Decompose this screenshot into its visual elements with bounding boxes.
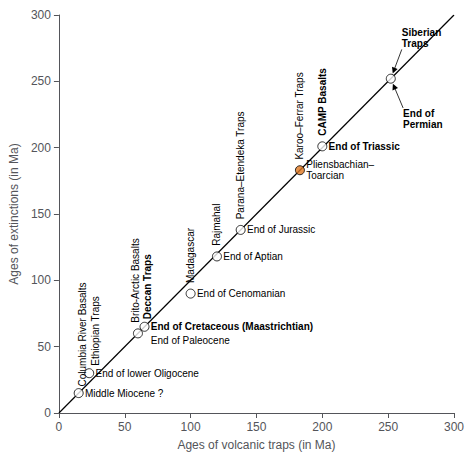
svg-text:End of Jurassic: End of Jurassic bbox=[247, 224, 315, 235]
svg-text:End of Triassic: End of Triassic bbox=[329, 141, 401, 152]
svg-text:Traps: Traps bbox=[402, 38, 429, 49]
svg-text:Columbia River Basalts: Columbia River Basalts bbox=[77, 283, 88, 387]
svg-text:200: 200 bbox=[312, 420, 332, 434]
svg-text:200: 200 bbox=[31, 141, 51, 155]
svg-text:50: 50 bbox=[38, 340, 52, 354]
svg-text:Deccan Traps: Deccan Traps bbox=[142, 254, 153, 319]
svg-text:0: 0 bbox=[44, 406, 51, 420]
svg-text:End of Aptian: End of Aptian bbox=[223, 251, 283, 262]
svg-text:Ages of volcanic traps (in Ma): Ages of volcanic traps (in Ma) bbox=[177, 438, 335, 452]
svg-text:100: 100 bbox=[31, 273, 51, 287]
svg-text:Parana–Etendeka Traps: Parana–Etendeka Traps bbox=[235, 111, 246, 219]
svg-text:End of lower Oligocene: End of lower Oligocene bbox=[96, 368, 200, 379]
svg-text:0: 0 bbox=[56, 420, 63, 434]
svg-text:Ages of extinctions (in Ma): Ages of extinctions (in Ma) bbox=[7, 143, 21, 284]
svg-text:50: 50 bbox=[118, 420, 132, 434]
svg-text:End of Cretaceous (Maastrichti: End of Cretaceous (Maastrichtian) bbox=[151, 321, 313, 332]
svg-text:Permian: Permian bbox=[403, 119, 442, 130]
svg-text:300: 300 bbox=[444, 420, 464, 434]
svg-text:Madagascar: Madagascar bbox=[185, 227, 196, 283]
svg-text:Brito-Arctic Basalts: Brito-Arctic Basalts bbox=[130, 238, 141, 322]
svg-text:End of Cenomanian: End of Cenomanian bbox=[197, 288, 285, 299]
svg-text:150: 150 bbox=[246, 420, 266, 434]
svg-text:Toarcian: Toarcian bbox=[306, 170, 344, 181]
svg-text:Rajmahal: Rajmahal bbox=[211, 204, 222, 246]
svg-text:Pliensbachian–: Pliensbachian– bbox=[306, 159, 374, 170]
svg-text:End of: End of bbox=[403, 108, 435, 119]
svg-text:300: 300 bbox=[31, 8, 51, 22]
svg-text:Middle Miocene ?: Middle Miocene ? bbox=[85, 388, 164, 399]
svg-text:250: 250 bbox=[31, 74, 51, 88]
svg-text:100: 100 bbox=[181, 420, 201, 434]
svg-text:Ethiopian Traps: Ethiopian Traps bbox=[90, 296, 101, 366]
svg-text:250: 250 bbox=[378, 420, 398, 434]
svg-text:150: 150 bbox=[31, 207, 51, 221]
svg-text:Siberian: Siberian bbox=[402, 27, 441, 38]
svg-text:CAMP Basalts: CAMP Basalts bbox=[317, 68, 328, 136]
svg-text:Karoo–Ferrar Traps: Karoo–Ferrar Traps bbox=[294, 72, 305, 159]
svg-text:End of Paleocene: End of Paleocene bbox=[151, 335, 230, 346]
